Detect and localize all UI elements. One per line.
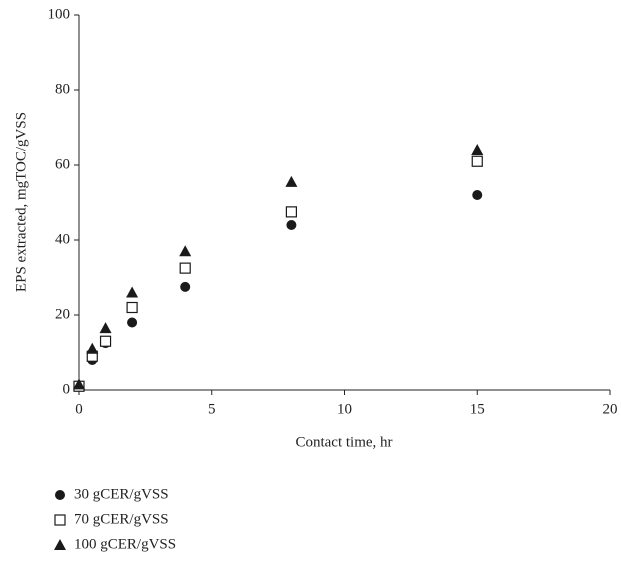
point: [179, 245, 192, 257]
y-tick-label: 20: [55, 306, 70, 322]
point: [179, 262, 191, 274]
x-tick-label: 0: [75, 401, 83, 417]
legend-label: 30 gCER/gVSS: [74, 486, 169, 502]
y-tick-label: 0: [63, 381, 71, 397]
y-axis-label: EPS extracted, mgTOC/gVSS: [13, 112, 29, 292]
y-tick-label: 40: [55, 231, 70, 247]
point: [285, 206, 297, 218]
y-tick-label: 100: [48, 6, 71, 22]
legend-marker: [55, 490, 65, 500]
point: [472, 190, 483, 200]
x-tick-label: 15: [470, 401, 485, 417]
point: [126, 286, 139, 298]
point: [471, 144, 484, 155]
point: [99, 322, 112, 334]
legend-marker: [54, 514, 66, 526]
point: [126, 301, 138, 314]
x-tick-label: 5: [208, 401, 216, 417]
point: [286, 220, 297, 230]
x-axis-label: Contact time, hr: [295, 434, 392, 450]
point: [180, 281, 191, 292]
point: [99, 335, 112, 347]
x-tick-label: 20: [603, 401, 618, 417]
point: [86, 342, 99, 354]
point: [471, 155, 483, 167]
y-tick-label: 60: [55, 156, 70, 172]
y-tick-label: 80: [55, 81, 70, 97]
point: [285, 175, 298, 187]
point: [73, 378, 85, 390]
legend-marker: [54, 539, 66, 550]
x-tick-label: 10: [337, 401, 352, 417]
legend-label: 70 gCER/gVSS: [74, 511, 169, 527]
legend-label: 100 gCER/gVSS: [74, 536, 176, 552]
point: [127, 317, 138, 328]
